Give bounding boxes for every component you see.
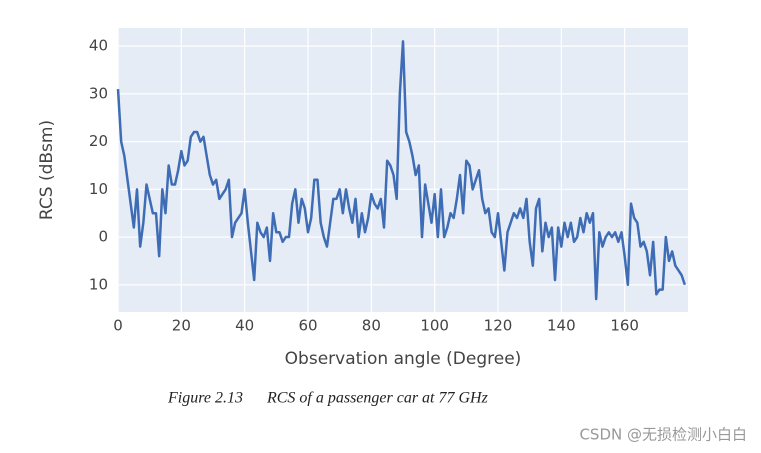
- y-axis-title: RCS (dBsm): [37, 120, 57, 220]
- caption: Figure 2.13 RCS of a passenger car at 77…: [167, 390, 489, 407]
- x-tick-label: 160: [610, 317, 639, 335]
- data-line: [116, 40, 687, 301]
- x-tick-label: 100: [420, 317, 449, 335]
- x-tick-label: 140: [547, 317, 576, 335]
- x-tick-label: 80: [362, 317, 381, 335]
- x-tick-label: 20: [172, 317, 191, 335]
- x-tick-label: 120: [484, 317, 513, 335]
- y-tick-label: 40: [89, 37, 108, 55]
- x-axis-title: Observation angle (Degree): [285, 349, 522, 369]
- x-tick-label: 0: [113, 317, 123, 335]
- y-tick-label: 20: [89, 132, 108, 150]
- y-tick-label: 10: [89, 180, 108, 198]
- x-tick-label: 60: [298, 317, 317, 335]
- y-tick-label: 30: [89, 84, 108, 102]
- y-tick-label: 10: [89, 275, 108, 293]
- x-tick-label: 40: [235, 317, 254, 335]
- watermark: CSDN @无损检测小白白: [579, 426, 747, 444]
- y-tick-label: 0: [98, 228, 108, 246]
